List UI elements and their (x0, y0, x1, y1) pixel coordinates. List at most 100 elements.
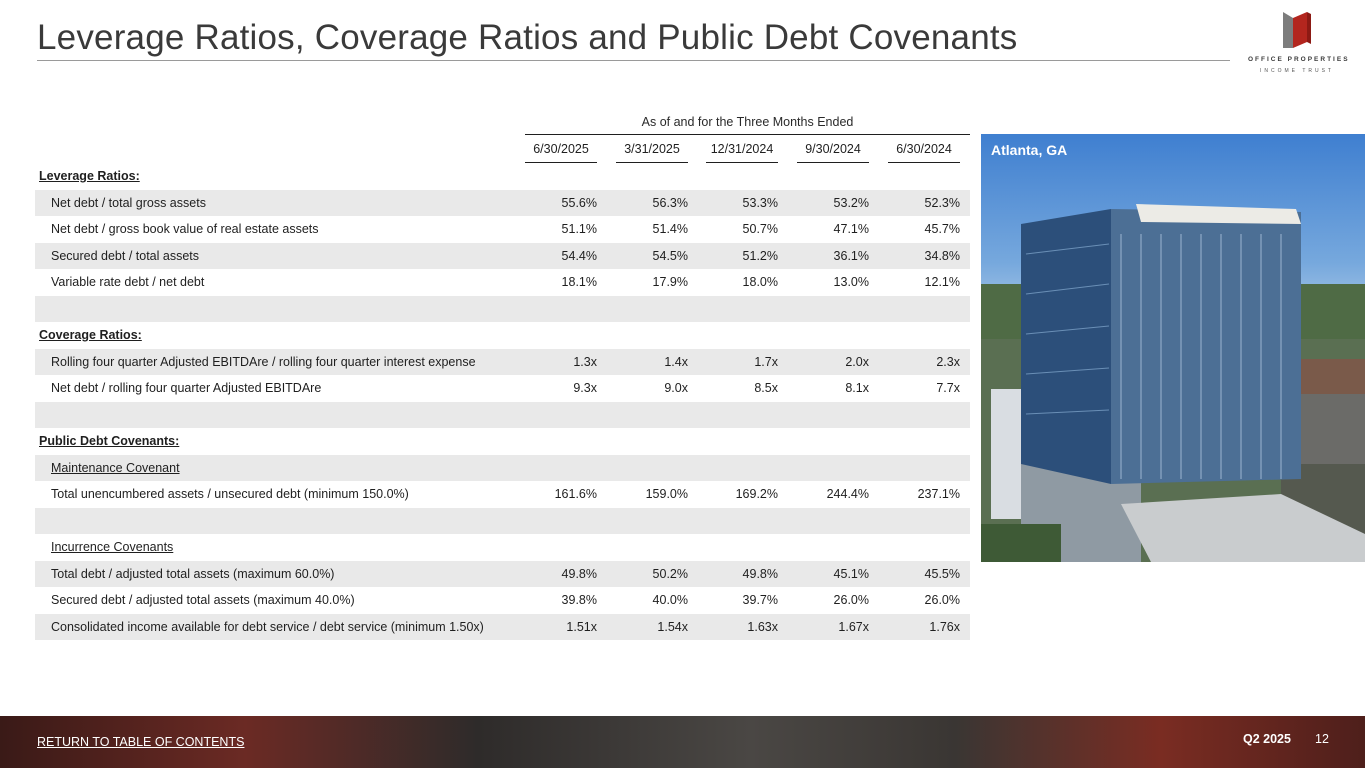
row-label: Incurrence Covenants (51, 540, 174, 554)
row-label: Total unencumbered assets / unsecured de… (51, 487, 409, 501)
table-cell: 51.4% (652, 222, 688, 236)
company-logo: OFFICE PROPERTIES INCOME TRUST (1248, 12, 1350, 76)
row-label: Net debt / rolling four quarter Adjusted… (51, 381, 322, 395)
table-cell: 51.1% (561, 222, 597, 236)
table-cell: 13.0% (833, 275, 869, 289)
table-cell: 169.2% (735, 487, 778, 501)
row-label: Secured debt / total assets (51, 248, 200, 263)
table-cell: 1.54x (657, 619, 688, 634)
section-header-row: Coverage Ratios: (35, 322, 970, 349)
table-cell: 1.7x (754, 354, 778, 369)
table-cell: 51.2% (742, 248, 778, 263)
table-cell: 1.63x (747, 619, 778, 634)
title-divider (37, 60, 1230, 61)
table-cell: 55.6% (561, 195, 597, 210)
subsection-row: Maintenance Covenant (35, 454, 970, 481)
table-cell: 8.1x (845, 381, 869, 395)
table-cell: 52.3% (924, 195, 960, 210)
office-tower-image (981, 204, 1365, 562)
table-cell: 45.1% (833, 566, 869, 581)
quarter-label: Q2 2025 (1243, 732, 1291, 746)
table-cell: 47.1% (833, 222, 869, 236)
table-cell: 50.7% (742, 222, 778, 236)
table-cell: 18.1% (561, 275, 597, 289)
row-label: Net debt / total gross assets (51, 195, 206, 210)
table-cell: 54.4% (561, 248, 597, 263)
page-number: 12 (1315, 732, 1329, 746)
column-header-underline (525, 162, 597, 163)
table-cell: 34.8% (924, 248, 960, 263)
row-label: Variable rate debt / net debt (51, 275, 205, 289)
table-cell: 49.8% (742, 566, 778, 581)
table-cell: 50.2% (652, 566, 688, 581)
row-label: Secured debt / adjusted total assets (ma… (51, 593, 355, 607)
return-to-toc-link[interactable]: RETURN TO TABLE OF CONTENTS (37, 735, 245, 749)
table-cell: 1.67x (838, 619, 869, 634)
table-cell: 26.0% (924, 593, 960, 607)
table-cell: 9.3x (573, 381, 597, 395)
logo-text-line2: INCOME TRUST (1260, 68, 1334, 74)
table-cell: 2.0x (845, 354, 869, 369)
section-header-row: Leverage Ratios: (35, 163, 970, 190)
photo-location-caption: Atlanta, GA (991, 142, 1068, 158)
table-cell: 8.5x (754, 381, 778, 395)
table-cell: 39.7% (742, 593, 778, 607)
table-row: Total debt / adjusted total assets (maxi… (35, 560, 970, 587)
table-cell: 1.4x (664, 354, 688, 369)
column-header: 12/31/2024 (706, 136, 778, 163)
table-row: Total unencumbered assets / unsecured de… (35, 481, 970, 508)
table-cell: 1.3x (573, 354, 597, 369)
logo-mark-icon (1283, 12, 1311, 48)
table-cell: 2.3x (936, 354, 960, 369)
spacer-row (35, 507, 970, 534)
table-row: Secured debt / adjusted total assets (ma… (35, 587, 970, 614)
section-header-row: Public Debt Covenants: (35, 428, 970, 455)
row-label: Public Debt Covenants: (39, 434, 180, 448)
table-row: Consolidated income available for debt s… (35, 613, 970, 640)
property-photo: Atlanta, GA (981, 134, 1365, 562)
table-cell: 53.2% (833, 195, 869, 210)
column-header: 3/31/2025 (616, 136, 688, 163)
spacer-row (35, 401, 970, 428)
table-row: Net debt / total gross assets 55.6% 56.3% 5… (35, 189, 970, 216)
table-cell: 39.8% (561, 593, 597, 607)
column-header: 6/30/2025 (525, 136, 597, 163)
table-cell: 1.51x (566, 619, 597, 634)
subsection-row: Incurrence Covenants (35, 534, 970, 561)
column-group-header: As of and for the Three Months Ended (641, 115, 854, 129)
table-cell: 18.0% (742, 275, 778, 289)
page-title: Leverage Ratios, Coverage Ratios and Pub… (37, 18, 1018, 57)
table-row: Net debt / gross book value of real esta… (35, 216, 970, 243)
table-cell: 7.7x (936, 381, 960, 395)
table-cell: 237.1% (917, 487, 960, 501)
table-cell: 161.6% (554, 487, 597, 501)
table-cell: 45.5% (924, 566, 960, 581)
table-cell: 53.3% (742, 195, 778, 210)
table-cell: 12.1% (924, 275, 960, 289)
table-cell: 56.3% (652, 195, 688, 210)
row-label: Consolidated income available for debt s… (51, 619, 484, 634)
column-header: 6/30/2024 (888, 136, 960, 163)
table-row: Variable rate debt / net debt 18.1% 17.9% 1… (35, 269, 970, 296)
table-row: Rolling four quarter Adjusted EBITDAre /… (35, 348, 970, 375)
table-cell: 36.1% (833, 248, 869, 263)
table-cell: 45.7% (924, 222, 960, 236)
table-cell: 244.4% (826, 487, 869, 501)
table-cell: 1.76x (929, 619, 960, 634)
table-cell: 40.0% (652, 593, 688, 607)
column-group-rule (525, 134, 970, 135)
table-cell: 17.9% (652, 275, 688, 289)
footer-bar: RETURN TO TABLE OF CONTENTS Q2 2025 12 (0, 716, 1365, 768)
column-header: 9/30/2024 (797, 136, 869, 163)
row-label: Rolling four quarter Adjusted EBITDAre /… (51, 354, 476, 369)
column-header-underline (797, 162, 869, 163)
table-cell: 26.0% (833, 593, 869, 607)
table-cell: 9.0x (664, 381, 688, 395)
table-row: Net debt / rolling four quarter Adjusted… (35, 375, 970, 402)
row-label: Net debt / gross book value of real esta… (51, 222, 319, 236)
logo-text-line1: OFFICE PROPERTIES (1248, 56, 1350, 63)
table-cell: 49.8% (561, 566, 597, 581)
row-label: Maintenance Covenant (51, 460, 180, 475)
table-cell: 159.0% (645, 487, 688, 501)
column-header-underline (888, 162, 960, 163)
